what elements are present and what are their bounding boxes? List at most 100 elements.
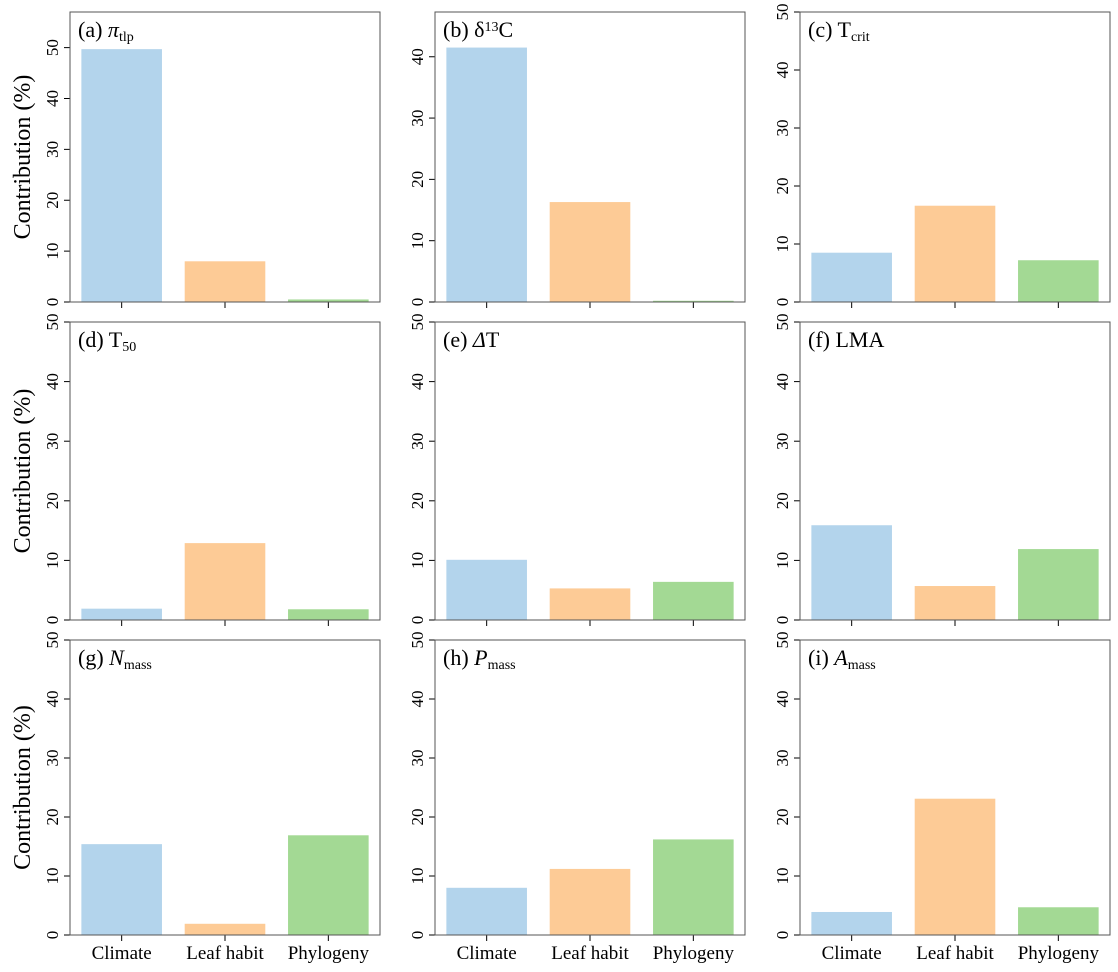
bar [1018,907,1099,935]
y-tick-label: 20 [43,492,62,509]
y-axis-label: Contribution (%) [10,389,36,554]
y-tick-label: 10 [773,868,792,885]
y-tick-label: 30 [408,110,427,127]
y-tick-label: 0 [408,298,427,307]
bar [653,581,734,620]
bar [1018,260,1099,302]
title-part: (i) [808,645,834,670]
bar [288,835,369,935]
y-tick-label: 10 [408,232,427,249]
y-tick-label: 50 [408,632,427,649]
y-tick-label: 40 [773,691,792,708]
bar [549,868,631,935]
y-tick-label: 50 [43,632,62,649]
x-tick-label: Leaf habit [551,943,629,964]
bar [811,525,892,620]
title-part: P [473,645,487,670]
title-part: 13 [485,20,499,35]
panel-title: (i) Amass [808,645,876,673]
y-tick-label: 0 [43,298,62,307]
y-tick-label: 30 [408,750,427,767]
title-part: mass [848,658,876,673]
title-part: (a) [78,17,108,42]
y-tick-label: 30 [773,120,792,137]
x-tick-label: Climate [822,943,882,964]
y-tick-label: 50 [43,39,62,56]
panel-title: (h) Pmass [443,645,516,673]
y-tick-label: 50 [773,4,792,21]
bar [549,202,631,302]
y-tick-label: 10 [408,552,427,569]
title-part: (e) [443,327,473,352]
title-part: tlp [119,30,134,45]
y-tick-label: 50 [773,314,792,331]
y-tick-label: 40 [773,373,792,390]
y-tick-label: 30 [408,433,427,450]
bar [914,798,996,935]
y-axis-label: Contribution (%) [10,75,36,240]
y-tick-label: 50 [773,632,792,649]
bar [184,923,266,935]
bar [184,543,266,620]
title-part: N [108,645,125,670]
title-part: crit [851,30,870,45]
bar [288,609,369,620]
title-part: (c) T [808,17,852,42]
x-tick-label: Phylogeny [288,943,370,964]
panel-frame [799,321,1111,621]
y-tick-label: 20 [43,809,62,826]
panel-title: (c) Tcrit [808,17,870,45]
y-tick-label: 20 [408,492,427,509]
bar [811,252,892,302]
title-part: (f) LMA [808,327,884,352]
y-tick-label: 0 [43,931,62,940]
bar [81,608,162,620]
y-tick-label: 0 [773,931,792,940]
bar [288,299,369,302]
y-tick-label: 10 [408,868,427,885]
title-part: (g) [78,645,109,670]
y-tick-label: 30 [43,433,62,450]
y-tick-label: 40 [408,691,427,708]
panel-frame [69,639,381,936]
bar [81,844,162,935]
bar [446,47,527,302]
x-tick-label: Climate [457,943,517,964]
bar [811,911,892,935]
y-tick-label: 40 [408,373,427,390]
panel-title: (f) LMA [808,327,884,352]
bar [549,588,631,620]
y-tick-label: 30 [773,750,792,767]
panel-title: (a) πtlp [78,17,134,45]
bar [446,887,527,935]
y-tick-label: 40 [43,373,62,390]
bar [446,559,527,620]
y-tick-label: 50 [43,314,62,331]
title-part: (d) T [78,327,123,352]
panel-frame [434,321,746,621]
y-tick-label: 10 [773,552,792,569]
y-tick-label: 20 [773,492,792,509]
y-tick-label: 0 [43,616,62,625]
title-part: (h) [443,645,474,670]
bar [914,586,996,620]
y-tick-label: 40 [408,48,427,65]
x-tick-label: Phylogeny [653,943,735,964]
bar [81,49,162,302]
bar [1018,549,1099,620]
title-part: C [499,17,514,42]
y-tick-label: 20 [408,809,427,826]
bar [653,839,734,935]
y-tick-label: 10 [43,243,62,260]
y-tick-label: 0 [408,931,427,940]
x-tick-label: Phylogeny [1018,943,1100,964]
y-tick-label: 20 [773,178,792,195]
y-tick-label: 40 [773,62,792,79]
x-tick-label: Leaf habit [916,943,994,964]
y-tick-label: 10 [43,868,62,885]
y-tick-label: 30 [773,433,792,450]
y-axis-label: Contribution (%) [10,705,36,870]
panel-title: (d) T50 [78,327,136,355]
panel-frame [799,639,1111,936]
title-part: mass [124,658,152,673]
